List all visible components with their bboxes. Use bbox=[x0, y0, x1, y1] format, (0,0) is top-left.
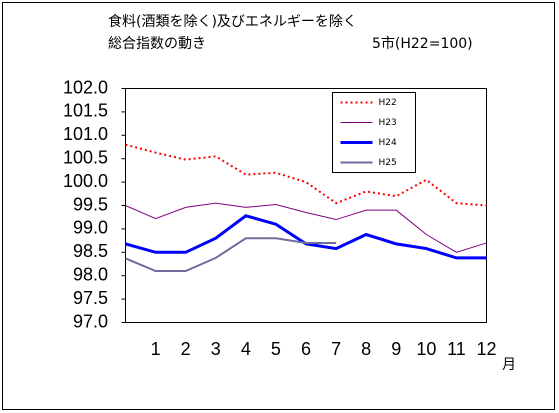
x-axis-label: 月 bbox=[502, 357, 516, 373]
x-tick-label: 11 bbox=[447, 339, 466, 359]
y-tick-label: 98.5 bbox=[73, 241, 108, 261]
x-tick-label: 7 bbox=[331, 339, 341, 359]
chart-title-line: 総合指数の動き bbox=[108, 36, 206, 52]
x-tick-label: 5 bbox=[271, 339, 281, 359]
x-tick-label: 6 bbox=[301, 339, 311, 359]
outer-border bbox=[2, 2, 555, 410]
series-line bbox=[125, 202, 487, 253]
y-tick-label: 99.5 bbox=[73, 194, 108, 214]
x-tick-label: 1 bbox=[151, 339, 161, 359]
chart-title-line: 食料(酒類を除く)及びエネルギーを除く bbox=[108, 13, 357, 30]
y-tick-label: 100.0 bbox=[63, 171, 108, 191]
y-tick-label: 101.5 bbox=[63, 101, 108, 121]
y-tick-label: 99.0 bbox=[73, 218, 108, 238]
series-line bbox=[125, 237, 337, 273]
y-tick-label: 97.0 bbox=[73, 311, 108, 331]
chart-subtitle: 5市(H22=100) bbox=[372, 35, 473, 52]
x-tick-label: 9 bbox=[391, 339, 401, 359]
y-tick-label: 97.5 bbox=[73, 288, 108, 308]
y-tick-label: 101.0 bbox=[63, 124, 108, 144]
x-tick-label: 10 bbox=[416, 339, 436, 359]
x-tick-label: 3 bbox=[211, 339, 221, 359]
x-tick-label: 4 bbox=[241, 339, 251, 359]
y-tick-label: 102.0 bbox=[63, 77, 108, 97]
legend-label: H22 bbox=[379, 98, 397, 108]
legend-box bbox=[332, 92, 416, 173]
x-tick-label: 2 bbox=[181, 339, 191, 359]
legend-label: H25 bbox=[379, 158, 397, 168]
y-tick-label: 98.0 bbox=[73, 264, 108, 284]
x-tick-label: 12 bbox=[476, 339, 496, 359]
y-tick-label: 100.5 bbox=[63, 147, 108, 167]
legend-label: H23 bbox=[379, 118, 397, 128]
x-tick-label: 8 bbox=[361, 339, 371, 359]
legend-label: H24 bbox=[379, 138, 397, 148]
